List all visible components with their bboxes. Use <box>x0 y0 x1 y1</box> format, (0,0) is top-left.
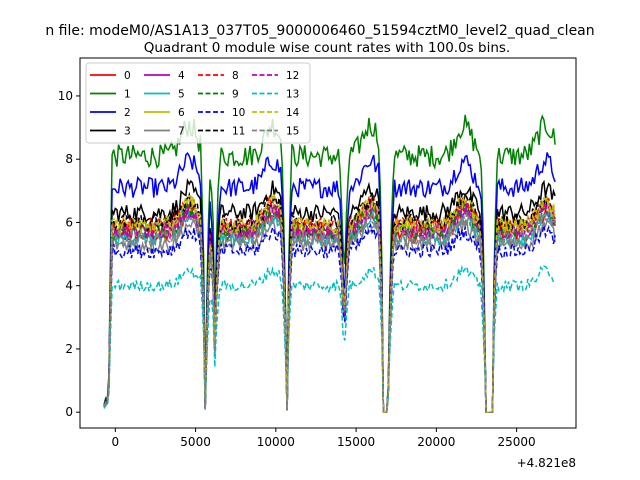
legend-box <box>85 62 311 144</box>
y-tick-label: 6 <box>65 215 73 229</box>
series-line-13 <box>103 264 556 413</box>
series-line-2 <box>103 151 556 413</box>
y-axis: 0 2 4 6 8 10 <box>58 89 80 419</box>
y-tick-label: 8 <box>65 152 73 166</box>
series-line-14 <box>103 194 556 413</box>
series-layer <box>103 114 556 413</box>
series-line-15 <box>103 211 556 413</box>
legend-label: 3 <box>124 126 131 138</box>
y-tick-label: 4 <box>65 279 73 293</box>
legend-label: 14 <box>286 107 300 119</box>
chart-title: Quadrant 0 module wise count rates with … <box>144 40 510 56</box>
legend-label: 8 <box>232 70 239 82</box>
x-axis: 0 5000 10000 15000 20000 25000 <box>111 428 536 449</box>
legend-label: 10 <box>232 107 245 119</box>
x-tick-label: 5000 <box>180 435 211 449</box>
legend-label: 6 <box>178 107 185 119</box>
y-tick-label: 2 <box>65 342 73 356</box>
legend-label: 12 <box>286 70 299 82</box>
x-tick-label: 0 <box>111 435 119 449</box>
legend-label: 15 <box>286 126 299 138</box>
legend-label: 2 <box>124 107 131 119</box>
x-tick-label: 20000 <box>417 435 455 449</box>
legend-label: 11 <box>232 126 245 138</box>
series-line-10 <box>103 222 556 413</box>
legend-label: 13 <box>286 89 299 101</box>
x-offset-label: +4.821e8 <box>517 456 576 470</box>
y-tick-label: 10 <box>58 89 73 103</box>
x-tick-label: 25000 <box>498 435 536 449</box>
x-tick-label: 10000 <box>257 435 295 449</box>
plot-frame <box>79 57 577 429</box>
legend-label: 4 <box>178 70 185 82</box>
chart-suptitle: n file: modeM0/AS1A13_037T05_9000006460_… <box>45 23 594 39</box>
legend-label: 5 <box>178 89 185 101</box>
legend-label: 1 <box>124 89 131 101</box>
legend-label: 9 <box>232 89 239 101</box>
x-tick-label: 15000 <box>337 435 375 449</box>
legend-label: 0 <box>124 70 131 82</box>
legend-label: 7 <box>178 126 185 138</box>
y-tick-label: 0 <box>65 405 73 419</box>
